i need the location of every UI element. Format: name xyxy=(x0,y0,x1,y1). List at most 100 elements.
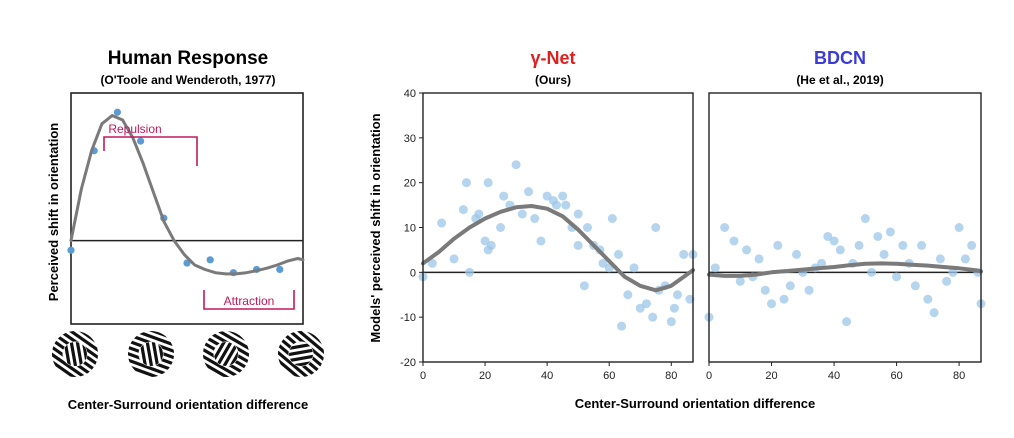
data-point xyxy=(480,236,490,246)
data-point xyxy=(935,254,945,264)
x-tick-label: 0 xyxy=(706,370,712,382)
data-point xyxy=(885,227,895,237)
data-point xyxy=(458,205,468,215)
y-tick-label: -20 xyxy=(400,357,416,369)
data-point xyxy=(729,236,739,246)
data-point xyxy=(449,254,459,264)
data-point xyxy=(779,294,789,304)
data-point xyxy=(635,303,645,313)
data-point xyxy=(948,267,958,277)
data-point xyxy=(465,267,475,277)
gamma-net-plot-area xyxy=(418,160,698,331)
data-point xyxy=(183,259,191,267)
human-plot-area xyxy=(67,108,305,277)
data-point xyxy=(669,303,679,313)
human-response-title: Human Response xyxy=(108,48,268,69)
models-xlabel: Center-Surround orientation difference xyxy=(575,396,816,411)
data-point xyxy=(496,223,506,232)
data-point xyxy=(817,258,827,268)
stimulus-icon-small-difference xyxy=(52,331,98,377)
bdcn-title: BDCN xyxy=(814,48,866,68)
data-point xyxy=(524,187,534,197)
data-point xyxy=(672,290,682,300)
data-point xyxy=(917,240,927,250)
data-point xyxy=(892,272,902,282)
data-point xyxy=(754,254,764,264)
data-point xyxy=(483,178,493,188)
repulsion-bracket xyxy=(103,136,198,166)
models-ylabel: Models' perceived shift in orientation xyxy=(368,113,383,342)
data-point xyxy=(823,231,833,241)
data-point xyxy=(561,200,571,210)
axis-ticks: -20 -10 0 10 20 30 40 0 20 40 60 80 0 20 40 60 80 xyxy=(400,88,965,382)
x-tick-label: 80 xyxy=(953,370,965,382)
data-point xyxy=(710,263,720,273)
data-point xyxy=(598,258,608,268)
stimulus-icon-orthogonal-difference xyxy=(278,331,324,377)
data-point xyxy=(929,308,939,318)
x-tick-label: 0 xyxy=(420,370,426,382)
bdcn-plot-frame xyxy=(708,92,982,363)
data-point xyxy=(679,249,689,259)
data-point xyxy=(617,321,627,331)
data-point xyxy=(773,240,783,250)
human-response-subtitle: (O'Toole and Wenderoth, 1977) xyxy=(100,73,275,87)
y-tick-label: 30 xyxy=(404,133,416,145)
data-point xyxy=(720,223,730,232)
data-point xyxy=(879,249,889,259)
data-point xyxy=(517,209,527,219)
data-point xyxy=(767,299,777,309)
data-point xyxy=(427,258,437,268)
x-tick-label: 60 xyxy=(890,370,902,382)
fit-curve xyxy=(707,261,983,278)
data-point xyxy=(651,223,661,232)
data-point xyxy=(486,240,496,250)
data-point xyxy=(582,223,592,232)
x-tick-label: 20 xyxy=(765,370,777,382)
data-point xyxy=(629,263,639,273)
data-point xyxy=(735,276,745,286)
data-point xyxy=(641,299,651,309)
data-point xyxy=(206,256,214,264)
data-point xyxy=(558,191,568,201)
fit-curve xyxy=(421,204,695,293)
x-tick-label: 40 xyxy=(541,370,553,382)
data-point xyxy=(499,191,509,201)
x-tick-label: 40 xyxy=(828,370,840,382)
stimulus-icon-large-difference xyxy=(203,331,249,377)
fit-curve xyxy=(69,114,305,276)
data-point xyxy=(666,317,676,327)
attraction-label: Attraction xyxy=(224,294,275,308)
y-tick-label: 20 xyxy=(404,178,416,190)
data-point xyxy=(804,285,814,295)
data-point xyxy=(579,281,589,291)
data-point xyxy=(137,137,145,145)
data-point xyxy=(792,249,802,259)
human-plot-frame xyxy=(70,92,304,325)
data-point xyxy=(954,223,964,232)
stimulus-icon-row xyxy=(52,331,324,377)
data-point xyxy=(542,191,552,201)
repulsion-label: Repulsion xyxy=(108,122,161,136)
data-point xyxy=(530,214,540,224)
data-point xyxy=(113,108,121,116)
data-point xyxy=(648,312,658,322)
human-xlabel: Center-Surround orientation difference xyxy=(68,397,309,412)
stimulus-icon-medium-difference xyxy=(128,331,174,377)
data-point xyxy=(854,240,864,250)
x-tick-label: 80 xyxy=(665,370,677,382)
data-point xyxy=(437,218,447,228)
data-point xyxy=(551,200,561,210)
data-point xyxy=(474,209,484,219)
x-tick-label: 60 xyxy=(603,370,615,382)
data-point xyxy=(685,294,695,304)
data-point xyxy=(760,285,770,295)
data-point xyxy=(742,245,752,255)
data-point xyxy=(276,265,284,274)
data-point xyxy=(536,236,546,246)
gamma-net-subtitle: (Ours) xyxy=(535,73,571,87)
human-ylabel: Perceived shift in orientation xyxy=(46,123,61,301)
data-point xyxy=(623,290,633,300)
data-point xyxy=(461,178,471,188)
